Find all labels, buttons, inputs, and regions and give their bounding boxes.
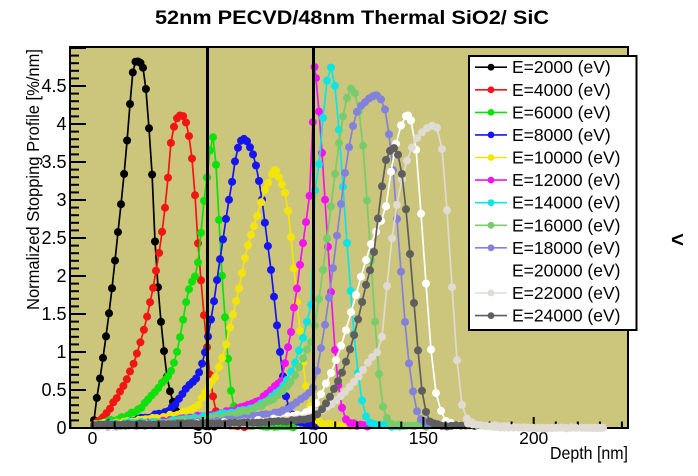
svg-text:52nm PECVD/48nm Thermal SiO2/: 52nm PECVD/48nm Thermal SiO2/ SiC (155, 7, 549, 29)
svg-text:0: 0 (56, 418, 66, 438)
svg-text:E=18000 (eV): E=18000 (eV) (512, 238, 620, 258)
svg-text:Depth [nm]: Depth [nm] (550, 443, 628, 463)
svg-text:50: 50 (193, 428, 213, 448)
svg-text:E=16000 (eV): E=16000 (eV) (512, 215, 620, 235)
svg-text:E=8000 (eV): E=8000 (eV) (512, 125, 611, 145)
svg-text:150: 150 (409, 428, 438, 448)
svg-text:200: 200 (519, 428, 548, 448)
svg-text:E=4000 (eV): E=4000 (eV) (512, 80, 611, 100)
svg-text:0: 0 (88, 428, 98, 448)
svg-text:Normalized Stopping Profile [%: Normalized Stopping Profile [%/nm] (23, 49, 43, 310)
svg-text:1: 1 (56, 342, 66, 362)
svg-text:4: 4 (56, 114, 66, 134)
svg-text:3.5: 3.5 (41, 152, 66, 172)
svg-text:<: < (671, 227, 684, 252)
svg-text:E=24000 (eV): E=24000 (eV) (512, 306, 620, 326)
svg-text:4.5: 4.5 (41, 76, 66, 96)
svg-text:0.5: 0.5 (41, 380, 66, 400)
svg-text:100: 100 (298, 428, 327, 448)
svg-text:E=2000 (eV): E=2000 (eV) (512, 57, 611, 77)
svg-text:2: 2 (56, 266, 66, 286)
svg-text:E=6000 (eV): E=6000 (eV) (512, 102, 611, 122)
svg-text:E=20000 (eV): E=20000 (eV) (512, 260, 620, 280)
svg-text:2.5: 2.5 (41, 228, 66, 248)
svg-text:1.5: 1.5 (41, 304, 66, 324)
svg-text:E=10000 (eV): E=10000 (eV) (512, 148, 620, 168)
svg-text:E=22000 (eV): E=22000 (eV) (512, 283, 620, 303)
svg-text:E=12000 (eV): E=12000 (eV) (512, 170, 620, 190)
svg-text:3: 3 (56, 190, 66, 210)
svg-text:E=14000 (eV): E=14000 (eV) (512, 193, 620, 213)
